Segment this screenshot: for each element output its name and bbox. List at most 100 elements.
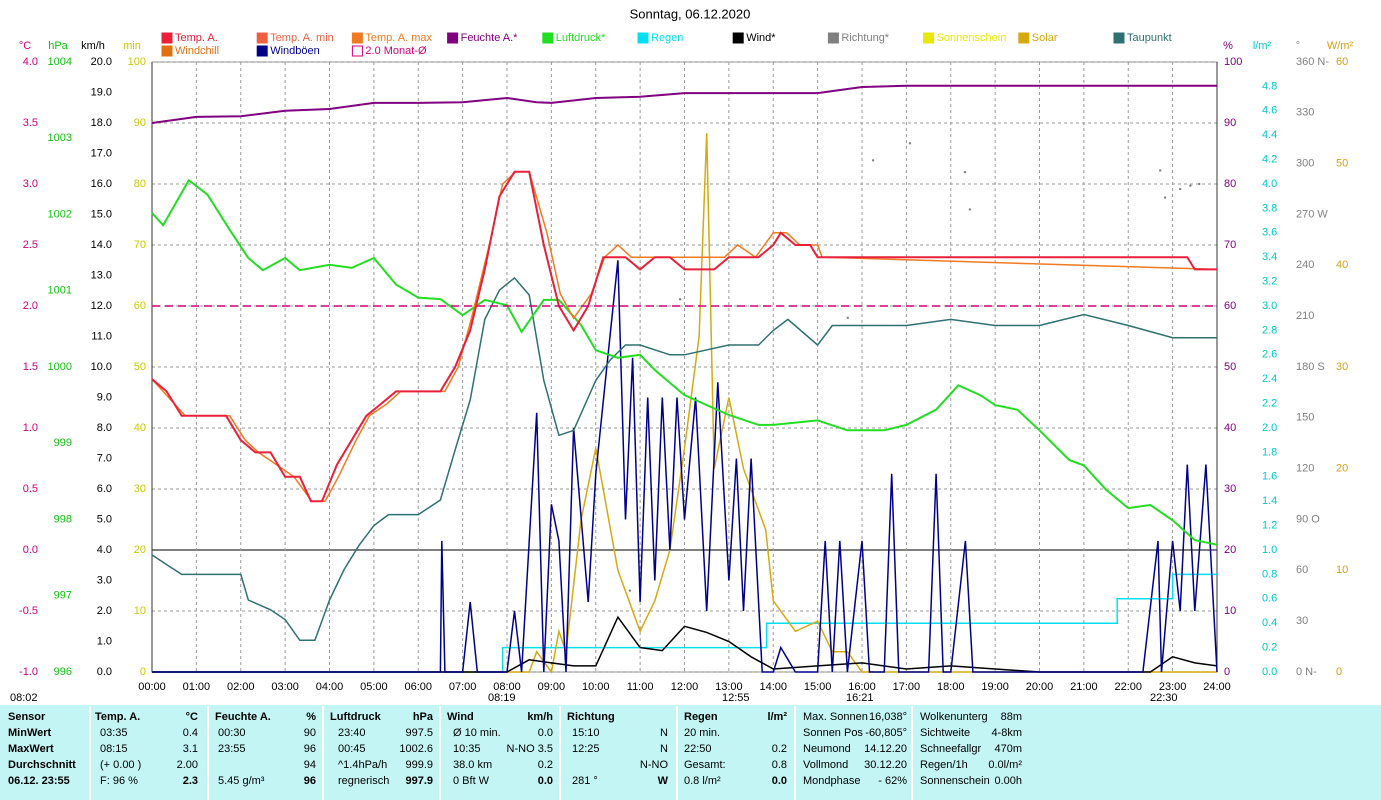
y-tick-label: 3.4 [1262,251,1277,263]
series-line [152,133,1217,674]
series-line [151,84,1217,124]
y-tick-label: 100 [1224,56,1242,68]
column-header: Regen [684,711,718,723]
axis-unit: min [123,40,141,52]
y-tick-label: 3.0 [97,574,112,586]
y-tick-label: 70 [134,239,146,251]
y-tick-label: 20.0 [91,56,112,68]
y-tick-label: -1.0 [19,666,38,678]
stat-value: N-NO [640,759,669,771]
y-tick-label: 5.0 [97,513,112,525]
axis-unit: l/m² [1253,40,1272,52]
y-tick-label: 270 W [1296,208,1328,220]
stat-value: 0.4 [183,727,198,739]
stat-label: 00:30 [218,727,246,739]
y-tick-label: 0.0 [23,544,38,556]
x-tick-label: 12:00 [671,681,699,693]
y-tick-label: 2.2 [1262,398,1277,410]
column-unit: hPa [413,711,434,723]
y-tick-label: 20 [134,544,146,556]
column-unit: l/m² [767,711,787,723]
x-tick-label: 17:00 [893,681,921,693]
legend-label: Windchill [175,45,219,57]
y-tick-label: 998 [54,513,72,525]
stat-label: 08:15 [100,743,128,755]
y-tick-label: 10 [1336,564,1348,576]
y-tick-label: 9.0 [97,391,112,403]
y-tick-label: 80 [1224,178,1236,190]
info-label: Sonnenschein [920,775,990,787]
y-tick-label: 4.6 [1262,105,1277,117]
info-value: 30.12.20 [864,759,907,771]
sensor-label: Sensor [8,711,46,723]
stat-label: Gesamt: [684,759,726,771]
x-tick-label: 10:00 [582,681,610,693]
annotation: 12:55 [722,692,750,704]
legend-swatch [637,32,649,44]
legend-label: Regen [651,32,683,44]
y-tick-label: 30 [1336,361,1348,373]
legend-label: Solar [1032,32,1058,44]
legend-swatch [827,32,839,44]
y-tick-label: 1.5 [23,361,38,373]
stat-label: regnerisch [338,775,389,787]
y-tick-label: 13.0 [91,269,112,281]
stat-value: N [660,727,668,739]
axis-unit: °C [19,40,31,52]
axis-unit: hPa [48,40,68,52]
x-tick-label: 00:00 [138,681,166,693]
annotation: 22:30 [1150,692,1178,704]
sensor-label: MinWert [8,727,52,739]
y-tick-label: 0 [1336,666,1342,678]
y-tick-label: 997 [54,590,72,602]
column-header: Feuchte A. [215,711,271,723]
stat-value: 0.0 [538,727,553,739]
x-tick-label: 13:00 [715,681,743,693]
sensor-label: Durchschnitt [8,759,76,771]
legend-swatch [256,45,268,57]
y-tick-label: 70 [1224,239,1236,251]
y-tick-label: 210 [1296,310,1314,322]
column-header: Temp. A. [95,711,140,723]
y-tick-label: 0.8 [1262,568,1277,580]
legend-label: Temp. A. [175,32,218,44]
stat-value: N [660,743,668,755]
stat-value: 0.0 [772,775,787,787]
x-tick-label: 03:00 [271,681,299,693]
y-tick-label: 0.4 [1262,617,1277,629]
info-value: - 62% [878,775,907,787]
x-tick-label: 21:00 [1070,681,1098,693]
info-value: 470m [994,743,1022,755]
stat-label: 03:35 [100,727,128,739]
y-tick-label: 2.8 [1262,324,1277,336]
y-tick-label: 20 [1224,544,1236,556]
x-tick-label: 02:00 [227,681,255,693]
y-tick-label: 1002 [48,208,72,220]
stats-panel [0,705,1381,800]
y-tick-label: 1.6 [1262,471,1277,483]
y-tick-label: 1.2 [1262,520,1277,532]
y-tick-label: 0.5 [23,483,38,495]
legend-label: 2.0 Monat-Ø [365,45,427,57]
stat-label: 10:35 [453,743,481,755]
info-value: 16,038° [869,711,907,723]
info-label: Sichtweite [920,727,970,739]
info-label: Regen/1h [920,759,968,771]
series-line [151,170,1217,503]
axis-unit: % [1223,40,1233,52]
info-label: Mondphase [803,775,861,787]
info-value: 0.00h [994,775,1022,787]
legend-label: Richtung* [841,32,889,44]
stat-label: 15:10 [572,727,600,739]
x-tick-label: 09:00 [538,681,566,693]
stat-value: 999.9 [405,759,433,771]
legend-swatch [923,32,935,44]
stat-label: ^1.4hPa/h [338,759,387,771]
y-tick-label: 40 [1336,259,1348,271]
y-tick-label: 330 [1296,107,1314,119]
y-tick-label: 3.5 [23,117,38,129]
direction-dot [908,142,912,145]
y-tick-label: 80 [134,178,146,190]
y-tick-label: 40 [1224,422,1236,434]
y-tick-label: 360 N- [1296,56,1329,68]
